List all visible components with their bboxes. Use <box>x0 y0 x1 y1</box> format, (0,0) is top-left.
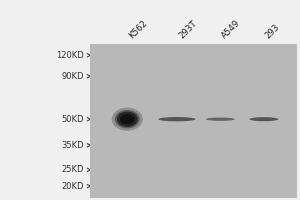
Text: 25KD: 25KD <box>61 165 84 174</box>
Text: 293: 293 <box>264 22 282 40</box>
Text: 50KD: 50KD <box>61 115 84 124</box>
Text: 90KD: 90KD <box>61 72 84 81</box>
Text: 120KD: 120KD <box>56 51 84 60</box>
Text: A549: A549 <box>220 18 242 40</box>
Text: 293T: 293T <box>177 18 199 40</box>
Text: K562: K562 <box>127 18 149 40</box>
Text: 35KD: 35KD <box>61 141 84 150</box>
Text: 20KD: 20KD <box>61 182 84 191</box>
